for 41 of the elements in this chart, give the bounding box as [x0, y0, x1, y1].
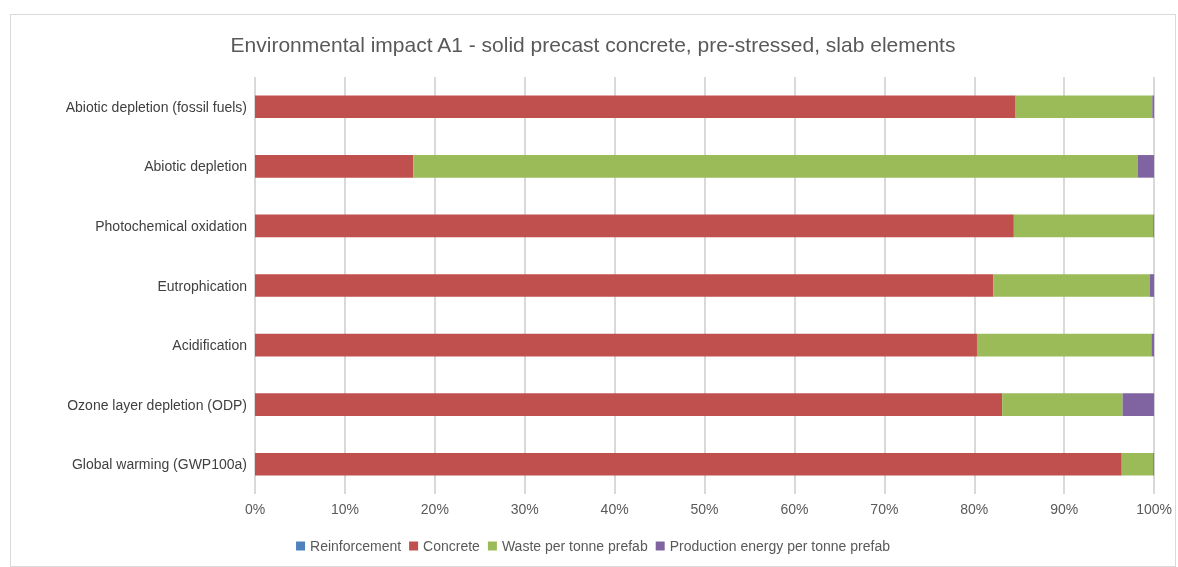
- bar: [255, 214, 1014, 238]
- bar: [1151, 333, 1155, 357]
- bar: [255, 155, 414, 178]
- x-tick-label: 70%: [870, 501, 899, 517]
- chart-title: Environmental impact A1 - solid precast concrete, pre-stressed, slab elements: [230, 33, 956, 56]
- bar: [1002, 393, 1123, 416]
- x-tick-label: 50%: [690, 501, 719, 517]
- bar: [1137, 155, 1155, 178]
- y-tick-label: Abiotic depletion (fossil fuels): [65, 98, 247, 115]
- bar: [255, 333, 977, 357]
- legend-label: Concrete: [423, 538, 481, 554]
- x-tick-label: 30%: [510, 501, 539, 517]
- bar: [413, 155, 1138, 178]
- bar: [255, 95, 1016, 119]
- bar: [1013, 214, 1154, 238]
- x-tick-label: 100%: [1136, 501, 1172, 517]
- bar: [1149, 274, 1155, 297]
- x-tick-label: 90%: [1050, 501, 1079, 517]
- bar: [1015, 95, 1153, 119]
- y-tick-label: Global warming (GWP100a): [71, 456, 247, 473]
- x-tick-label: 60%: [780, 501, 809, 517]
- x-tick-label: 20%: [420, 501, 449, 517]
- y-tick-label: Photochemical oxidation: [95, 217, 247, 234]
- legend-label: Production energy per tonne prefab: [669, 538, 891, 554]
- x-tick-label: 40%: [600, 501, 629, 517]
- bar: [993, 274, 1150, 297]
- x-tick-label: 80%: [960, 501, 989, 517]
- y-tick-label: Abiotic depletion: [144, 158, 247, 175]
- bar: [255, 452, 1122, 476]
- legend-label: Reinforcement: [310, 538, 402, 554]
- bar: [1122, 393, 1155, 416]
- y-tick-label: Ozone layer depletion (ODP): [67, 396, 247, 413]
- x-tick-label: 10%: [330, 501, 359, 517]
- bar: [1121, 452, 1154, 476]
- bar: [255, 393, 1003, 416]
- x-tick-label: 0%: [244, 501, 266, 517]
- bar: [976, 333, 1152, 357]
- y-tick-label: Acidification: [172, 337, 247, 354]
- bar: [255, 274, 994, 297]
- legend-label: Waste per tonne prefab: [501, 538, 648, 554]
- y-tick-label: Eutrophication: [157, 277, 247, 294]
